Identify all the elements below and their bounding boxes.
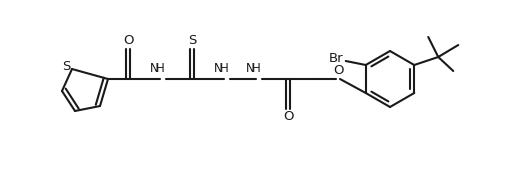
Text: H: H (252, 62, 260, 76)
Text: O: O (333, 64, 343, 77)
Text: S: S (62, 59, 70, 73)
Text: Br: Br (328, 52, 343, 65)
Text: H: H (156, 62, 164, 76)
Text: N: N (150, 62, 158, 76)
Text: N: N (246, 62, 254, 76)
Text: S: S (188, 34, 196, 48)
Text: H: H (220, 62, 229, 76)
Text: O: O (123, 34, 133, 48)
Text: O: O (283, 111, 293, 124)
Text: N: N (213, 62, 222, 76)
